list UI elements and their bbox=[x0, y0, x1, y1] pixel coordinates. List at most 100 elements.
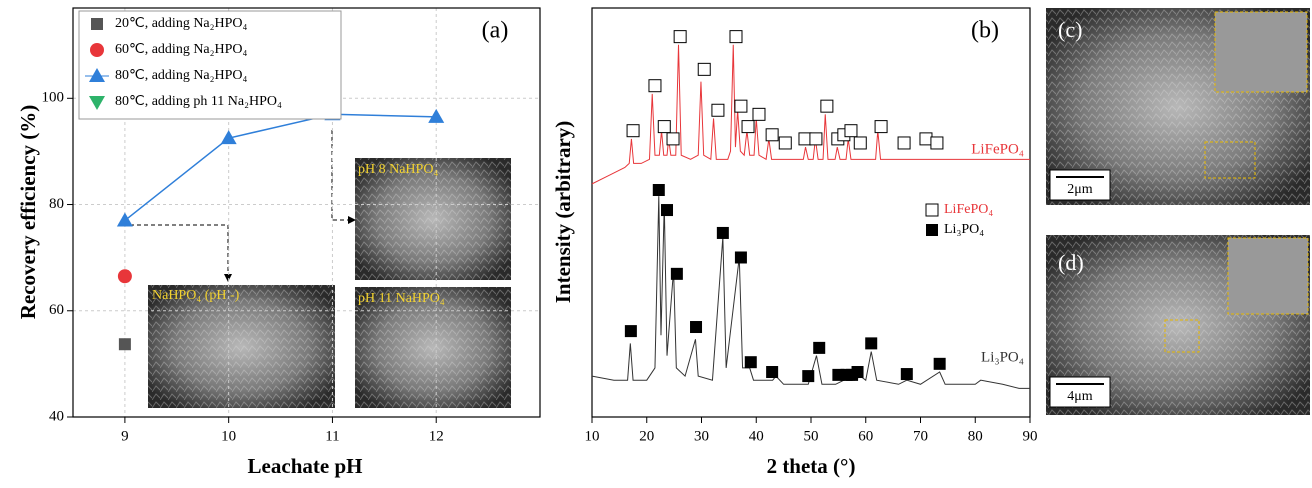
data-point bbox=[116, 212, 133, 227]
peak-marker bbox=[652, 184, 665, 197]
panel-label: (d) bbox=[1058, 250, 1084, 275]
y-tick-label: 100 bbox=[42, 90, 65, 106]
peak-marker bbox=[670, 267, 683, 280]
panel-label: (c) bbox=[1058, 17, 1082, 42]
peak-marker bbox=[844, 124, 858, 138]
y-tick-label: 40 bbox=[49, 408, 64, 424]
peak-marker bbox=[798, 132, 812, 146]
peak-marker bbox=[813, 341, 826, 354]
scale-box bbox=[1049, 376, 1111, 408]
data-line bbox=[591, 44, 1030, 185]
x-tick-label: 40 bbox=[749, 428, 764, 444]
x-axis-title: 2 theta (°) bbox=[767, 454, 856, 478]
x-tick-label: 30 bbox=[694, 428, 709, 444]
peak-marker bbox=[820, 99, 834, 113]
sem-texture bbox=[355, 287, 511, 408]
legend-box bbox=[78, 10, 342, 120]
scale-label: 4μm bbox=[1067, 389, 1093, 404]
pointer-arrow bbox=[130, 224, 232, 282]
zoom-inset bbox=[1227, 237, 1309, 315]
peak-marker bbox=[752, 107, 766, 121]
peak-marker bbox=[657, 120, 671, 134]
peak-marker bbox=[734, 99, 748, 113]
inset-label: pH 11 NaHPO₄ bbox=[358, 291, 445, 306]
peak-marker bbox=[865, 337, 878, 350]
x-tick-label: 80 bbox=[968, 428, 983, 444]
line-label: Li₃PO₄ bbox=[981, 349, 1024, 365]
x-tick-label: 70 bbox=[913, 428, 928, 444]
y-tick-label: 60 bbox=[49, 302, 64, 318]
plot-frame bbox=[72, 7, 541, 418]
peak-marker bbox=[874, 120, 888, 134]
peak-marker bbox=[744, 356, 757, 369]
peak-marker bbox=[853, 136, 867, 150]
legend-marker bbox=[90, 43, 104, 57]
legend-label: LiFePO₄ bbox=[944, 202, 993, 217]
peak-marker bbox=[716, 226, 729, 239]
x-tick-label: 90 bbox=[1023, 428, 1038, 444]
peak-marker bbox=[900, 368, 913, 381]
legend-label: 80℃, adding ph 11 Na₂HPO₄ bbox=[115, 94, 282, 109]
peak-marker bbox=[765, 128, 779, 142]
legend-marker bbox=[89, 68, 105, 82]
legend-marker bbox=[91, 18, 103, 30]
peak-marker bbox=[624, 325, 637, 338]
inset-label: NaHPO₄ (pH -) bbox=[152, 288, 240, 303]
peak-marker bbox=[851, 366, 864, 379]
x-tick-label: 10 bbox=[585, 428, 600, 444]
data-point bbox=[118, 338, 131, 351]
x-tick-label: 12 bbox=[429, 428, 444, 444]
peak-marker bbox=[690, 321, 703, 334]
peak-marker bbox=[666, 132, 680, 146]
x-tick-label: 20 bbox=[639, 428, 654, 444]
legend-label: 60℃, adding Na₂HPO₄ bbox=[115, 42, 248, 57]
x-tick-label: 10 bbox=[221, 428, 236, 444]
peak-marker bbox=[897, 136, 911, 150]
peak-marker bbox=[766, 366, 779, 379]
legend-marker bbox=[925, 203, 939, 217]
data-point bbox=[428, 108, 445, 123]
data-line bbox=[124, 113, 437, 222]
peak-marker bbox=[933, 357, 946, 370]
legend-label: Li₃PO₄ bbox=[944, 222, 984, 237]
panel-label: (a) bbox=[482, 18, 509, 44]
line-label: LiFePO₄ bbox=[971, 141, 1024, 157]
peak-marker bbox=[648, 79, 662, 93]
data-point bbox=[220, 130, 237, 145]
zoom-region bbox=[1164, 319, 1200, 353]
peak-marker bbox=[734, 251, 747, 264]
peak-marker bbox=[673, 30, 687, 44]
plot-frame bbox=[591, 7, 1031, 418]
legend-label: 20℃, adding Na₂HPO₄ bbox=[115, 16, 248, 31]
y-tick-label: 80 bbox=[49, 196, 64, 212]
y-axis-title: Intensity (arbitrary) bbox=[551, 121, 575, 304]
data-point bbox=[117, 269, 132, 284]
x-tick-label: 9 bbox=[121, 428, 129, 444]
peak-marker bbox=[697, 62, 711, 76]
sem-texture bbox=[355, 158, 511, 280]
peak-marker bbox=[778, 136, 792, 150]
peak-marker bbox=[741, 120, 755, 134]
inset-label: pH 8 NaHPO₄ bbox=[358, 162, 438, 177]
legend-marker bbox=[926, 224, 938, 236]
data-line bbox=[591, 196, 1030, 389]
peak-marker bbox=[919, 132, 933, 146]
peak-marker bbox=[729, 30, 743, 44]
zoom-region bbox=[1204, 141, 1256, 179]
pointer-arrow bbox=[331, 130, 356, 224]
panel-label: (b) bbox=[971, 18, 999, 44]
x-tick-label: 50 bbox=[804, 428, 819, 444]
peak-marker bbox=[809, 132, 823, 146]
peak-marker bbox=[661, 204, 674, 217]
peak-marker bbox=[802, 370, 815, 383]
peak-marker bbox=[711, 103, 725, 117]
scale-label: 2μm bbox=[1067, 182, 1093, 197]
legend-label: 80℃, adding Na₂HPO₄ bbox=[115, 68, 248, 83]
peak-marker bbox=[626, 124, 640, 138]
x-tick-label: 60 bbox=[858, 428, 873, 444]
legend-marker bbox=[89, 96, 105, 110]
sem-texture bbox=[148, 285, 335, 408]
x-tick-label: 11 bbox=[325, 428, 339, 444]
x-axis-title: Leachate pH bbox=[248, 454, 363, 478]
